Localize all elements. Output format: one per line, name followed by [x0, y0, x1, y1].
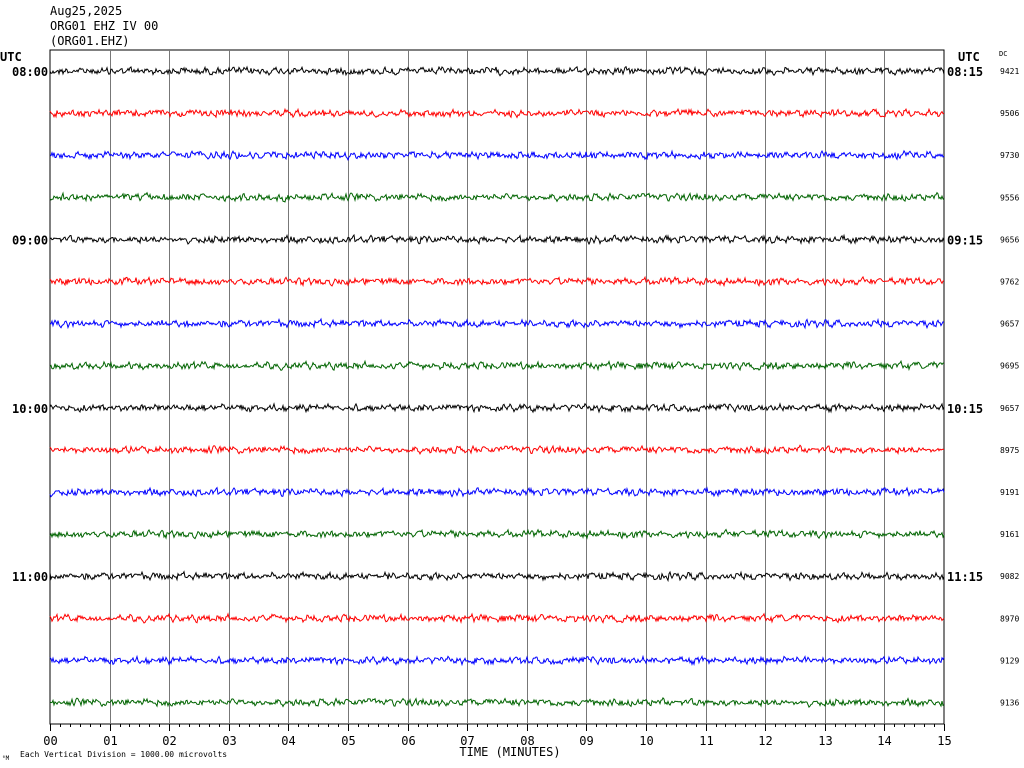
hour-label-left: 09:00	[12, 233, 48, 247]
x-tick-label: 15	[937, 734, 951, 748]
hour-label-left: 10:00	[12, 402, 48, 416]
x-tick-label: 03	[222, 734, 236, 748]
seismic-trace	[49, 612, 945, 624]
x-tick-label: 11	[699, 734, 713, 748]
dc-value: 9191	[1000, 488, 1019, 497]
hour-label-right: 11:15	[947, 570, 983, 584]
seismic-trace	[49, 65, 945, 77]
hour-label-left: 08:00	[12, 65, 48, 79]
x-tick-label: 10	[639, 734, 653, 748]
dc-value: 9082	[1000, 572, 1019, 581]
scale-note: Each Vertical Division = 1000.00 microvo…	[20, 750, 227, 759]
x-tick-label: 02	[162, 734, 176, 748]
dc-value: 8975	[1000, 446, 1019, 455]
x-tick-label: 07	[460, 734, 474, 748]
dc-value: 9556	[1000, 193, 1019, 202]
seismic-trace	[49, 654, 945, 667]
dc-value: 9506	[1000, 109, 1019, 118]
dc-value: 9657	[1000, 404, 1019, 413]
plot-frame	[49, 49, 945, 725]
dc-value: 8970	[1000, 614, 1019, 623]
x-tick-label: 09	[579, 734, 593, 748]
dc-value: 9129	[1000, 656, 1019, 665]
channel-label: (ORG01.EHZ)	[50, 34, 130, 48]
seismic-trace	[49, 233, 945, 246]
seismic-trace	[49, 275, 945, 288]
x-tick-label: 14	[877, 734, 891, 748]
dc-value: 9136	[1000, 699, 1019, 708]
hour-label-right: 10:15	[947, 402, 983, 416]
hour-label-left: 11:00	[12, 570, 48, 584]
hour-label-right: 09:15	[947, 233, 983, 247]
dc-value: 9695	[1000, 362, 1019, 371]
x-tick-label: 12	[758, 734, 772, 748]
seismic-trace	[49, 697, 945, 708]
x-tick-label: 06	[401, 734, 415, 748]
x-tick-label: 04	[281, 734, 295, 748]
utc-right-label: UTC	[958, 50, 980, 64]
dc-value: 9656	[1000, 235, 1019, 244]
seismic-trace	[49, 359, 945, 372]
dc-value: 9762	[1000, 278, 1019, 287]
seismic-trace	[49, 107, 945, 119]
seismic-trace	[49, 444, 945, 456]
seismic-trace	[49, 486, 945, 498]
dc-value: 9421	[1000, 67, 1019, 76]
seismic-trace	[49, 528, 945, 540]
seismic-trace	[49, 570, 945, 583]
x-tick-label: 00	[43, 734, 57, 748]
station-label: ORG01 EHZ IV 00	[50, 19, 159, 33]
hour-label-right: 08:15	[947, 65, 983, 79]
dc-value: 9730	[1000, 151, 1019, 160]
date-label: Aug25,2025	[50, 4, 123, 18]
x-tick-label: 05	[341, 734, 355, 748]
seismic-trace	[49, 191, 945, 203]
dc-header-label: DC	[999, 50, 1007, 58]
x-tick-label: 13	[818, 734, 832, 748]
corner-mark: ⁰M	[2, 755, 10, 762]
x-axis-title: TIME (MINUTES)	[459, 745, 560, 759]
x-tick-label: 08	[520, 734, 534, 748]
dc-value: 9161	[1000, 530, 1019, 539]
seismic-trace	[49, 402, 945, 414]
seismic-trace	[49, 317, 945, 330]
seismic-trace	[50, 149, 945, 162]
dc-value: 9657	[1000, 320, 1019, 329]
x-tick-label: 01	[103, 734, 117, 748]
utc-left-label: UTC	[0, 50, 22, 64]
